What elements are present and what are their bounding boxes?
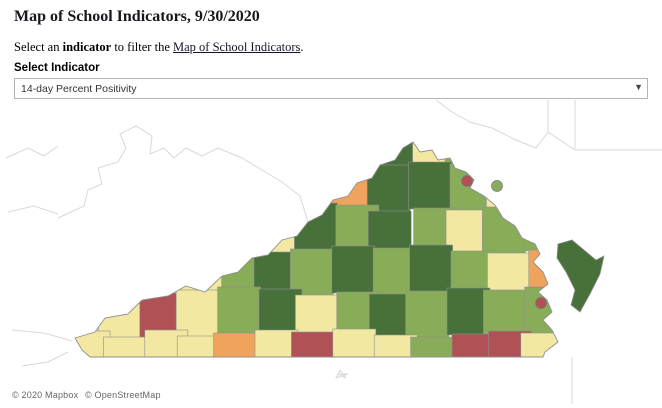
county-cell[interactable]	[524, 286, 568, 335]
county-cell[interactable]	[217, 286, 261, 335]
county-cell[interactable]	[522, 126, 566, 174]
county-cell[interactable]	[182, 120, 227, 168]
select-indicator-label: Select Indicator	[14, 62, 100, 74]
county-cell[interactable]	[291, 331, 335, 379]
county-cell[interactable]	[175, 289, 220, 338]
county-cell[interactable]	[408, 161, 452, 210]
county-cell[interactable]	[106, 203, 150, 252]
map-attribution: © 2020 Mapbox © OpenStreetMap	[12, 390, 165, 400]
virginia-map[interactable]	[0, 100, 662, 408]
county-cell[interactable]	[366, 164, 411, 213]
indicator-select[interactable]: 14-day Percent Positivity	[15, 79, 647, 99]
county-cell[interactable]	[103, 336, 147, 384]
indicator-dropdown[interactable]: 14-day Percent Positivity ▼	[14, 78, 648, 99]
county-cell[interactable]	[216, 208, 260, 257]
city-marker[interactable]	[461, 175, 473, 187]
county-cell[interactable]	[293, 125, 337, 173]
county-cell[interactable]	[213, 332, 257, 380]
county-cell[interactable]	[290, 248, 334, 297]
eastern-shore-polygon[interactable]	[556, 239, 605, 313]
county-cells[interactable]	[60, 119, 572, 384]
county-cell[interactable]	[372, 247, 417, 296]
county-cell[interactable]	[252, 168, 297, 217]
county-cell[interactable]	[174, 206, 219, 255]
county-cell[interactable]	[138, 209, 183, 258]
virginia-map-svg[interactable]	[0, 100, 662, 408]
county-cell[interactable]	[256, 123, 301, 171]
county-cell[interactable]	[102, 244, 146, 293]
virginia-outline	[74, 141, 559, 358]
county-cell[interactable]	[410, 336, 454, 384]
county-cell[interactable]	[66, 247, 110, 296]
county-cell[interactable]	[370, 119, 415, 167]
mapbox-attribution-link[interactable]: © 2020 Mapbox	[12, 390, 79, 400]
instruction-post: .	[300, 40, 304, 54]
county-cell[interactable]	[445, 209, 490, 258]
county-cell[interactable]	[373, 334, 418, 382]
county-cell[interactable]	[482, 206, 526, 255]
county-cell[interactable]	[105, 121, 149, 169]
county-cell[interactable]	[143, 246, 188, 295]
county-cell[interactable]	[405, 290, 449, 339]
neighboring-state-borders	[5, 100, 662, 404]
county-cell[interactable]	[451, 333, 496, 381]
county-cell[interactable]	[65, 164, 109, 213]
county-cell[interactable]	[483, 289, 527, 338]
county-cell[interactable]	[142, 163, 187, 212]
page-title: Map of School Indicators, 9/30/2020	[14, 8, 260, 25]
city-marker[interactable]	[491, 180, 503, 192]
county-cell[interactable]	[294, 202, 338, 251]
instruction-text: Select an indicator to filter the Map of…	[14, 40, 304, 55]
instruction-bold: indicator	[62, 40, 112, 54]
instruction-mid: to filter the	[111, 40, 173, 54]
instruction-pre: Select an	[14, 40, 63, 54]
county-cell[interactable]	[332, 328, 377, 376]
county-cell[interactable]	[60, 124, 104, 172]
county-cell[interactable]	[331, 245, 376, 294]
county-cell[interactable]	[490, 124, 534, 172]
county-cell[interactable]	[446, 287, 491, 336]
county-cell[interactable]	[220, 162, 264, 211]
county-cell[interactable]	[334, 122, 379, 170]
city-marker[interactable]	[535, 297, 547, 309]
county-cell[interactable]	[178, 160, 223, 209]
county-cell[interactable]	[61, 210, 105, 259]
city-markers[interactable]	[461, 175, 547, 309]
openstreetmap-attribution-link[interactable]: © OpenStreetMap	[84, 390, 161, 400]
county-cell[interactable]	[101, 166, 145, 215]
county-cell[interactable]	[176, 335, 221, 383]
map-of-school-indicators-link[interactable]: Map of School Indicators	[173, 40, 301, 54]
county-cell[interactable]	[527, 166, 571, 215]
county-cell[interactable]	[409, 244, 453, 293]
